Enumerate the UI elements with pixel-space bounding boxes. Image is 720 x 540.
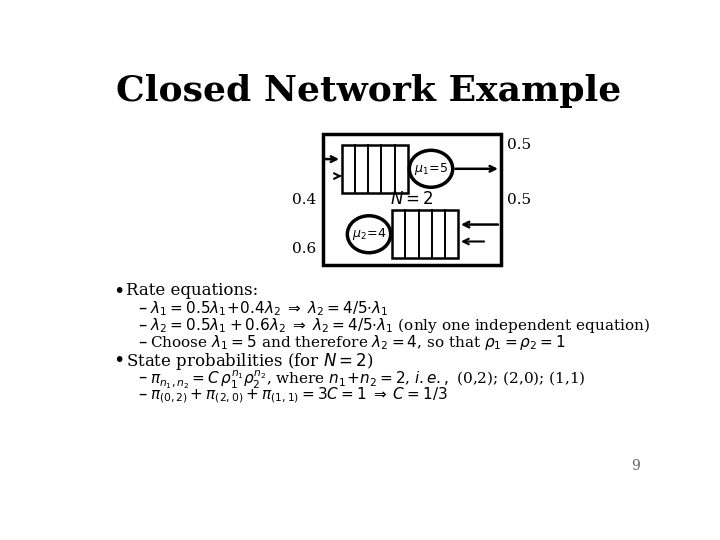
Text: –: – xyxy=(138,316,146,334)
Text: $\lambda_2 = 0.5\lambda_1 + 0.6\lambda_2 \;\Rightarrow\; \lambda_2 = 4/5{\cdot}\: $\lambda_2 = 0.5\lambda_1 + 0.6\lambda_2… xyxy=(150,316,651,335)
Text: Closed Network Example: Closed Network Example xyxy=(117,74,621,108)
Text: •: • xyxy=(113,282,125,301)
Text: 0.5: 0.5 xyxy=(507,138,531,152)
Text: $N = 2$: $N = 2$ xyxy=(390,191,433,208)
Ellipse shape xyxy=(409,150,453,187)
Text: –: – xyxy=(138,333,146,351)
Text: $\mu_2\!=\!4$: $\mu_2\!=\!4$ xyxy=(351,226,387,242)
Text: $\mu_1\!=\!5$: $\mu_1\!=\!5$ xyxy=(414,161,448,177)
Text: –: – xyxy=(138,299,146,317)
Text: –: – xyxy=(138,385,146,403)
Text: $\pi_{n_1,n_2} = C\,\rho_1^{n_1}\rho_2^{n_2}$, where $n_1\!+\!n_2 = 2$, $i.e.,$ : $\pi_{n_1,n_2} = C\,\rho_1^{n_1}\rho_2^{… xyxy=(150,368,586,391)
Text: Choose $\lambda_1 = 5$ and therefore $\lambda_2 = 4$, so that $\rho_1 = \rho_2 =: Choose $\lambda_1 = 5$ and therefore $\l… xyxy=(150,333,566,352)
Bar xyxy=(392,210,458,259)
Bar xyxy=(323,134,500,265)
Text: •: • xyxy=(113,351,125,370)
Text: 9: 9 xyxy=(631,459,640,473)
Text: Rate equations:: Rate equations: xyxy=(127,282,258,299)
Bar xyxy=(342,145,408,193)
Text: $\lambda_1 = 0.5\lambda_1\!+\! 0.4\lambda_2 \;\Rightarrow\; \lambda_2 = 4/5{\cdo: $\lambda_1 = 0.5\lambda_1\!+\! 0.4\lambd… xyxy=(150,299,389,318)
Text: 0.4: 0.4 xyxy=(292,193,316,206)
Text: State probabilities (for $N = 2$): State probabilities (for $N = 2$) xyxy=(127,351,374,372)
Text: –: – xyxy=(138,368,146,386)
Text: $\pi_{(0,2)} + \pi_{(2,0)} + \pi_{(1,1)} = 3C = 1 \;\Rightarrow\; C = 1/3$: $\pi_{(0,2)} + \pi_{(2,0)} + \pi_{(1,1)}… xyxy=(150,385,448,404)
Text: 0.6: 0.6 xyxy=(292,242,316,256)
Text: 0.5: 0.5 xyxy=(507,193,531,206)
Ellipse shape xyxy=(347,216,391,253)
